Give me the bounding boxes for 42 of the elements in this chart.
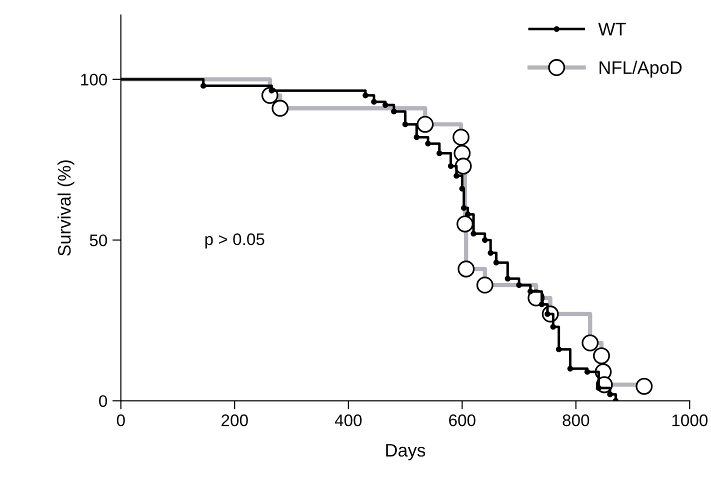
point <box>596 385 602 391</box>
point <box>567 366 574 372</box>
point <box>454 172 460 179</box>
x-tick-label: 0 <box>116 414 125 426</box>
y-tick-label: 100 <box>81 74 108 86</box>
x-tick-label: 800 <box>562 414 590 426</box>
point <box>425 140 431 147</box>
point <box>550 324 556 330</box>
point <box>504 276 511 282</box>
point <box>362 92 368 98</box>
annotation: p > 0.05 <box>205 233 264 248</box>
y-tick-label: 50 <box>90 234 108 246</box>
point <box>556 346 562 352</box>
point <box>470 230 476 237</box>
point <box>584 368 590 375</box>
point <box>414 134 420 140</box>
point <box>538 301 545 308</box>
point <box>390 108 397 114</box>
y-tick-label: 0 <box>99 395 108 408</box>
point <box>488 250 494 256</box>
x-axis-title: Days <box>386 444 426 460</box>
point <box>607 391 613 398</box>
point <box>493 260 500 266</box>
point <box>459 186 466 192</box>
point <box>464 211 471 218</box>
legend-label: NFL/ApoD <box>600 60 682 78</box>
point <box>460 204 467 211</box>
x-tick-label: 1000 <box>672 414 708 426</box>
point <box>402 121 408 128</box>
x-tick-label: 400 <box>334 414 362 426</box>
y-axis-title: Survival (%) <box>57 160 74 256</box>
point <box>482 237 488 243</box>
point <box>382 102 388 108</box>
x-tick-label: 600 <box>449 414 476 426</box>
point <box>371 98 377 105</box>
legend-label: WT <box>598 22 626 36</box>
point <box>436 150 442 156</box>
point <box>527 288 534 294</box>
point <box>516 282 522 288</box>
point <box>200 82 206 89</box>
point <box>448 163 454 170</box>
x-tick-label: 200 <box>222 414 248 426</box>
